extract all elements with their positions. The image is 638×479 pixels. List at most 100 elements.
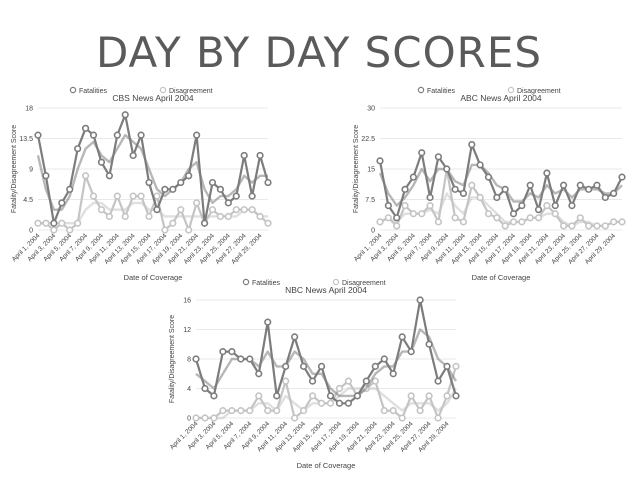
data-point bbox=[192, 355, 200, 363]
data-point bbox=[113, 192, 121, 200]
data-point bbox=[177, 206, 185, 214]
data-point bbox=[74, 219, 82, 227]
data-point bbox=[376, 218, 384, 226]
data-point bbox=[344, 377, 353, 385]
data-point bbox=[210, 392, 218, 400]
y-tick-label: 13.5 bbox=[19, 136, 33, 143]
data-point bbox=[418, 210, 426, 218]
data-point bbox=[273, 392, 281, 400]
data-point bbox=[34, 131, 42, 139]
data-point bbox=[371, 377, 379, 385]
data-point bbox=[443, 362, 451, 370]
legend-label: Disagreement bbox=[517, 88, 561, 95]
data-point bbox=[246, 355, 254, 363]
data-point bbox=[476, 193, 484, 202]
data-point bbox=[610, 218, 618, 226]
data-point bbox=[89, 192, 98, 200]
x-axis-label: Date of Coverage bbox=[124, 273, 183, 282]
data-point bbox=[443, 392, 451, 400]
legend-marker bbox=[242, 278, 250, 286]
trend-line bbox=[378, 163, 623, 207]
y-tick-label: 15 bbox=[367, 167, 375, 174]
data-point bbox=[137, 131, 145, 139]
data-point bbox=[459, 218, 468, 226]
data-point bbox=[484, 210, 493, 218]
data-point bbox=[161, 185, 169, 193]
data-point bbox=[255, 392, 263, 400]
data-point bbox=[50, 226, 58, 234]
data-point bbox=[401, 185, 409, 193]
data-point bbox=[97, 158, 106, 166]
data-point bbox=[224, 212, 232, 221]
data-point bbox=[551, 201, 559, 210]
series-fatalities bbox=[192, 296, 460, 407]
data-point bbox=[193, 131, 201, 139]
chart-title: CBS News April 2004 bbox=[112, 93, 194, 103]
data-point bbox=[208, 178, 217, 187]
legend-label: Fatalities bbox=[252, 280, 281, 287]
data-point bbox=[105, 172, 113, 180]
page-title: DAY BY DAY SCORES bbox=[95, 28, 543, 77]
data-point bbox=[484, 173, 493, 181]
data-point bbox=[434, 414, 442, 422]
data-point bbox=[291, 414, 299, 422]
series-fatalities bbox=[376, 140, 626, 222]
data-point bbox=[425, 340, 433, 348]
y-axis-label: Fatality/Disagreement Score bbox=[11, 125, 18, 213]
data-point bbox=[264, 219, 272, 227]
data-point bbox=[129, 192, 137, 200]
legend-label: Disagreement bbox=[342, 280, 386, 287]
data-point bbox=[509, 210, 518, 218]
chart-title: NBC News April 2004 bbox=[285, 285, 367, 295]
data-point bbox=[208, 206, 217, 214]
data-point bbox=[129, 151, 137, 160]
data-point bbox=[335, 399, 344, 407]
data-point bbox=[219, 348, 227, 356]
data-point bbox=[451, 214, 459, 222]
data-point bbox=[224, 199, 232, 207]
data-point bbox=[407, 392, 415, 400]
data-point bbox=[610, 189, 618, 197]
data-point bbox=[493, 214, 501, 222]
data-point bbox=[425, 392, 433, 400]
data-point bbox=[237, 355, 245, 363]
data-point bbox=[256, 151, 264, 160]
data-point bbox=[416, 296, 424, 304]
data-point bbox=[246, 407, 254, 415]
data-point bbox=[308, 377, 317, 385]
data-point bbox=[153, 192, 161, 200]
y-axis-label: Fatality/Disagreement Score bbox=[169, 315, 176, 403]
data-point bbox=[434, 218, 443, 226]
y-axis-label: Fatality/Disagreement Score bbox=[353, 125, 360, 213]
data-point bbox=[264, 407, 272, 415]
data-point bbox=[398, 414, 406, 422]
data-point bbox=[216, 212, 225, 221]
data-point bbox=[518, 201, 526, 210]
y-tick-label: 18 bbox=[25, 106, 33, 113]
chart-title: ABC News April 2004 bbox=[460, 93, 542, 103]
y-tick-label: 4 bbox=[187, 386, 191, 393]
data-point bbox=[576, 214, 584, 222]
data-point bbox=[459, 189, 468, 197]
data-point bbox=[89, 131, 98, 139]
data-point bbox=[398, 333, 406, 341]
data-point bbox=[618, 218, 626, 226]
data-point bbox=[568, 222, 576, 230]
data-point bbox=[362, 377, 370, 385]
data-point bbox=[240, 206, 248, 214]
data-point bbox=[264, 178, 272, 187]
data-point bbox=[216, 185, 225, 193]
data-point bbox=[418, 149, 426, 157]
data-point bbox=[501, 222, 509, 230]
y-tick-label: 0 bbox=[29, 228, 33, 235]
data-point bbox=[384, 214, 392, 222]
legend-marker bbox=[332, 278, 340, 286]
y-tick-label: 22.5 bbox=[361, 136, 375, 143]
data-point bbox=[476, 161, 484, 169]
data-point bbox=[585, 185, 593, 193]
data-point bbox=[153, 206, 161, 214]
data-point bbox=[282, 377, 290, 385]
data-point bbox=[543, 201, 551, 210]
data-point bbox=[81, 172, 90, 180]
data-point bbox=[468, 181, 476, 189]
